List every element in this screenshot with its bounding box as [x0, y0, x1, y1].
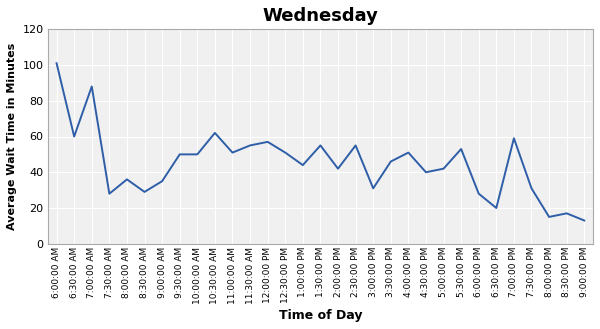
Title: Wednesday: Wednesday: [262, 7, 379, 25]
X-axis label: Time of Day: Time of Day: [278, 309, 362, 322]
Y-axis label: Average Wait Time in Minutes: Average Wait Time in Minutes: [7, 43, 17, 230]
